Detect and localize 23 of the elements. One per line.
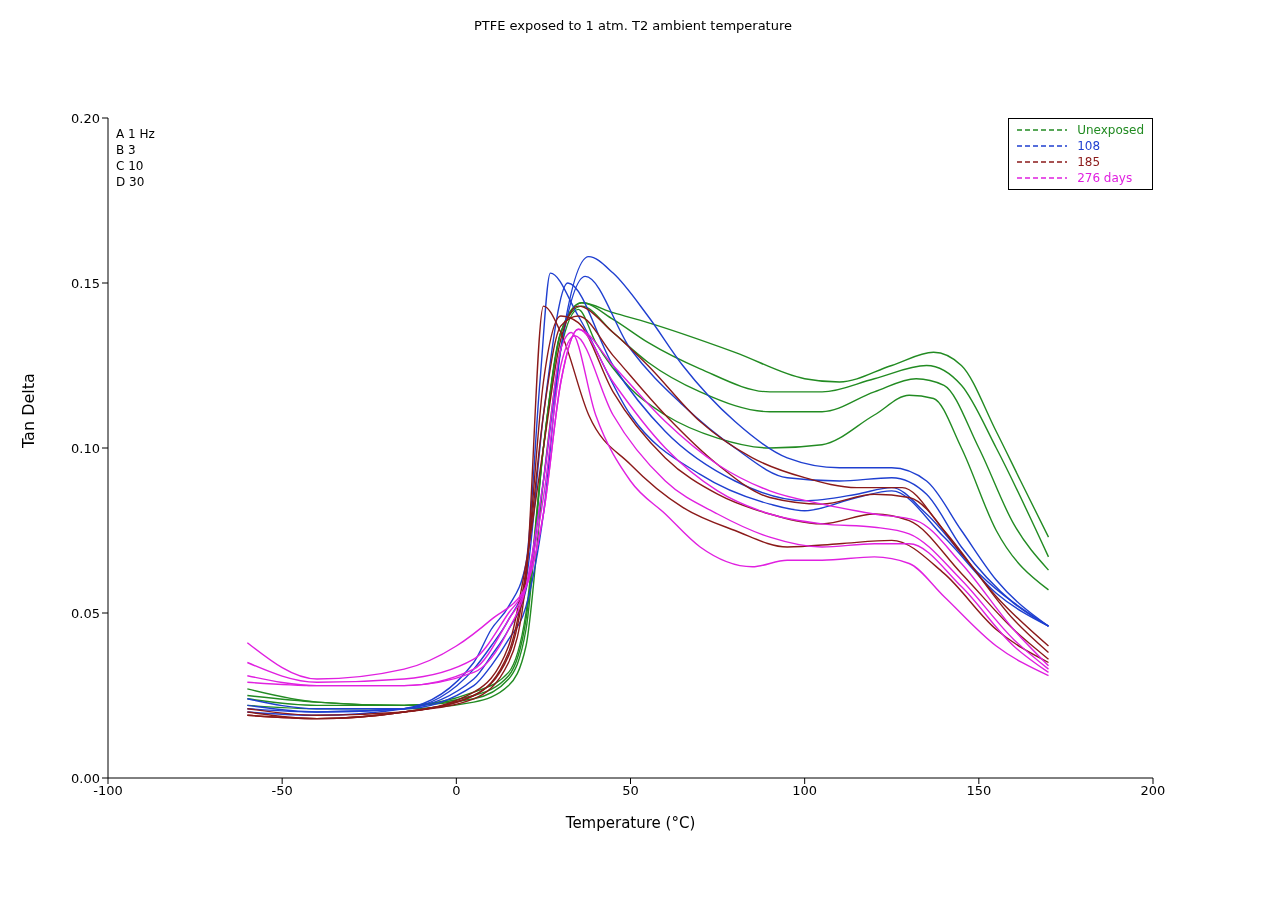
y-tick-label: 0.15 <box>71 275 100 291</box>
y-tick-label: 0.00 <box>71 770 100 786</box>
x-tick-label: 50 <box>622 783 639 799</box>
legend-label: 185 <box>1077 154 1101 170</box>
x-tick-label: -50 <box>271 783 293 799</box>
x-tick-label: 0 <box>452 783 461 799</box>
x-tick-label: -100 <box>93 783 123 799</box>
annotation: B 3 <box>116 142 137 158</box>
y-tick-label: 0.05 <box>71 605 100 621</box>
legend-label: 276 days <box>1077 170 1133 186</box>
y-tick-label: 0.20 <box>71 110 100 126</box>
annotation: D 30 <box>116 174 146 190</box>
chart-title: PTFE exposed to 1 atm. T2 ambient temperature <box>473 18 793 33</box>
legend-label: Unexposed <box>1077 122 1144 138</box>
annotation: A 1 Hz <box>116 126 155 142</box>
x-tick-label: 100 <box>792 783 818 799</box>
x-axis-title: Temperature (°C) <box>564 814 696 832</box>
x-tick-label: 150 <box>966 783 992 799</box>
y-tick-label: 0.10 <box>71 440 100 456</box>
y-axis-title: Tan Delta <box>18 373 38 449</box>
x-tick-label: 200 <box>1140 783 1166 799</box>
annotation: C 10 <box>116 158 145 174</box>
legend-label: 108 <box>1077 138 1101 154</box>
